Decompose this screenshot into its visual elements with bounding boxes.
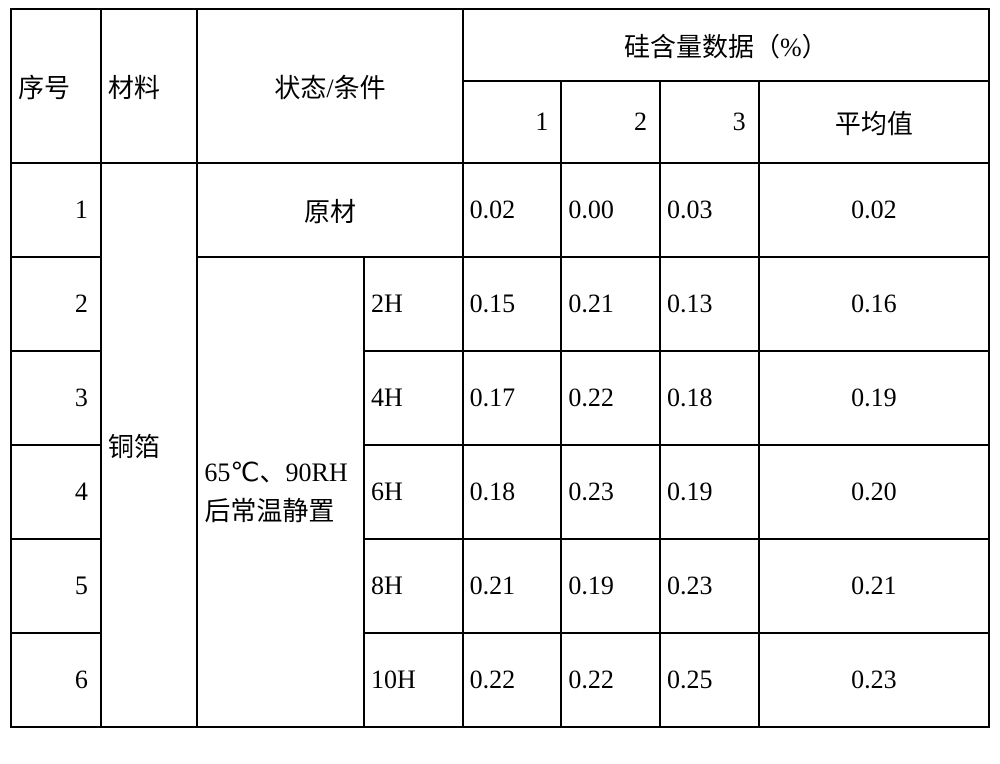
cell-avg: 0.21 <box>759 539 989 633</box>
cell-v1: 0.17 <box>463 351 562 445</box>
cell-seq: 2 <box>11 257 101 351</box>
cell-seq: 3 <box>11 351 101 445</box>
col-seq: 序号 <box>11 9 101 163</box>
cell-avg: 0.19 <box>759 351 989 445</box>
cell-seq: 6 <box>11 633 101 727</box>
cell-seq: 5 <box>11 539 101 633</box>
cell-v2: 0.23 <box>561 445 660 539</box>
cell-seq: 1 <box>11 163 101 257</box>
cell-condition-time: 6H <box>364 445 463 539</box>
cell-v2: 0.22 <box>561 351 660 445</box>
cell-v3: 0.19 <box>660 445 759 539</box>
cell-v1: 0.15 <box>463 257 562 351</box>
col-material: 材料 <box>101 9 197 163</box>
cell-v2: 0.00 <box>561 163 660 257</box>
cell-avg: 0.20 <box>759 445 989 539</box>
cell-v2: 0.22 <box>561 633 660 727</box>
col-d1: 1 <box>463 81 562 163</box>
col-d2: 2 <box>561 81 660 163</box>
col-avg: 平均值 <box>759 81 989 163</box>
cell-v3: 0.03 <box>660 163 759 257</box>
cell-v2: 0.21 <box>561 257 660 351</box>
cell-avg: 0.23 <box>759 633 989 727</box>
table-header-row: 序号 材料 状态/条件 硅含量数据（%） <box>11 9 989 81</box>
table-row: 1 铜箔 原材 0.02 0.00 0.03 0.02 <box>11 163 989 257</box>
cell-condition-time: 10H <box>364 633 463 727</box>
cell-v1: 0.02 <box>463 163 562 257</box>
cell-v3: 0.23 <box>660 539 759 633</box>
col-condition: 状态/条件 <box>197 9 462 163</box>
cell-seq: 4 <box>11 445 101 539</box>
cell-avg: 0.16 <box>759 257 989 351</box>
cell-condition-time: 2H <box>364 257 463 351</box>
cell-v3: 0.25 <box>660 633 759 727</box>
cell-condition-time: 8H <box>364 539 463 633</box>
data-table: 序号 材料 状态/条件 硅含量数据（%） 1 2 3 平均值 1 铜箔 原材 0… <box>10 8 990 728</box>
col-data-group: 硅含量数据（%） <box>463 9 989 81</box>
cell-v3: 0.18 <box>660 351 759 445</box>
cell-v1: 0.21 <box>463 539 562 633</box>
cell-v3: 0.13 <box>660 257 759 351</box>
cell-material: 铜箔 <box>101 163 197 727</box>
col-d3: 3 <box>660 81 759 163</box>
cell-avg: 0.02 <box>759 163 989 257</box>
cell-condition: 原材 <box>197 163 462 257</box>
cell-condition-group: 65℃、90RH后常温静置 <box>197 257 364 727</box>
cell-v2: 0.19 <box>561 539 660 633</box>
cell-v1: 0.22 <box>463 633 562 727</box>
cell-v1: 0.18 <box>463 445 562 539</box>
cell-condition-time: 4H <box>364 351 463 445</box>
